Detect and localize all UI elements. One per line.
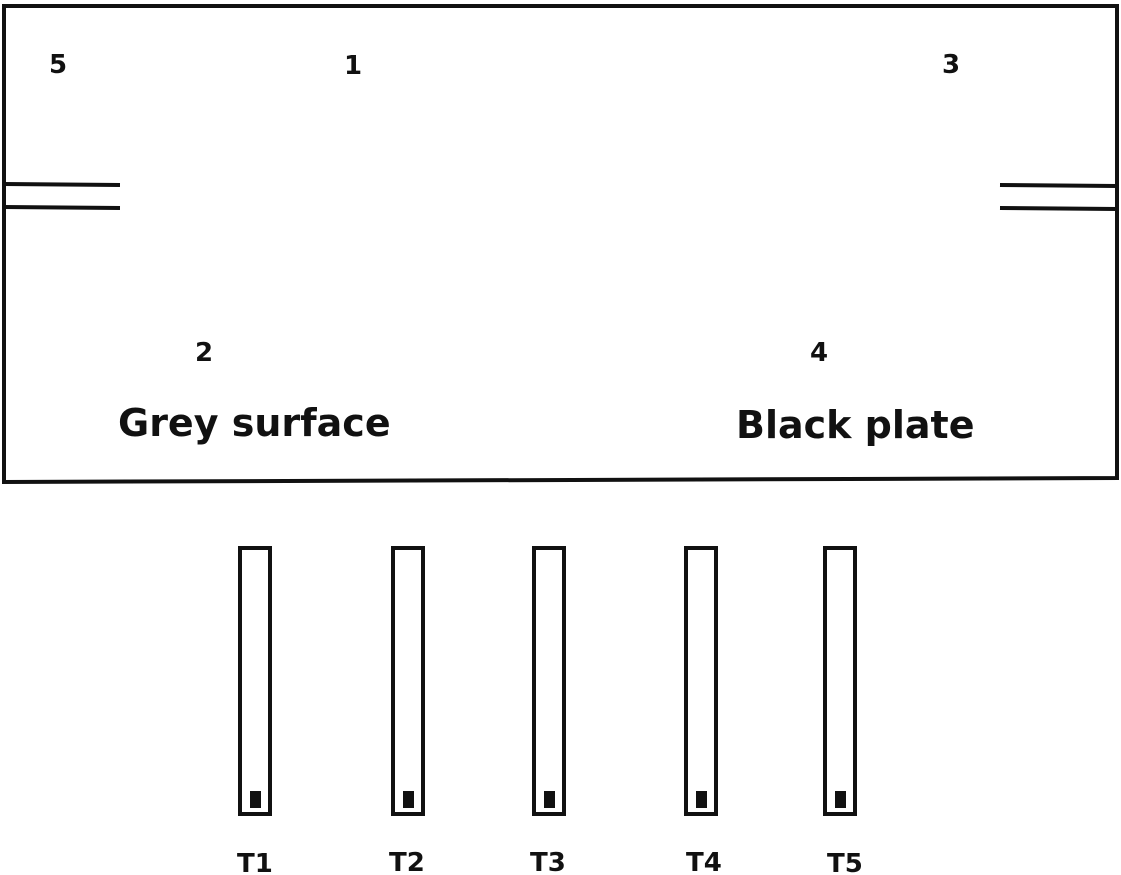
enclosure-box bbox=[2, 4, 1119, 485]
right-port bbox=[999, 183, 1118, 211]
left-port bbox=[3, 182, 121, 210]
thermometer-t4 bbox=[684, 546, 718, 816]
thermometer-t1 bbox=[238, 546, 272, 816]
thermometer-label-t1: T1 bbox=[237, 849, 273, 875]
grey-surface-label: Grey surface bbox=[118, 401, 391, 445]
point-label-1: 1 bbox=[344, 51, 362, 81]
point-label-2: 2 bbox=[195, 338, 213, 368]
thermometer-label-t5: T5 bbox=[827, 849, 863, 875]
thermometer-t5 bbox=[823, 546, 857, 816]
thermometer-label-t2: T2 bbox=[389, 848, 425, 875]
point-label-4: 4 bbox=[810, 338, 828, 368]
thermometer-t3 bbox=[532, 546, 566, 816]
thermometer-label-t4: T4 bbox=[686, 848, 722, 875]
point-label-3: 3 bbox=[942, 50, 960, 80]
thermometer-label-t3: T3 bbox=[530, 848, 566, 875]
point-label-5: 5 bbox=[49, 50, 67, 80]
black-plate-label: Black plate bbox=[736, 403, 974, 447]
thermometer-t2 bbox=[391, 546, 425, 816]
